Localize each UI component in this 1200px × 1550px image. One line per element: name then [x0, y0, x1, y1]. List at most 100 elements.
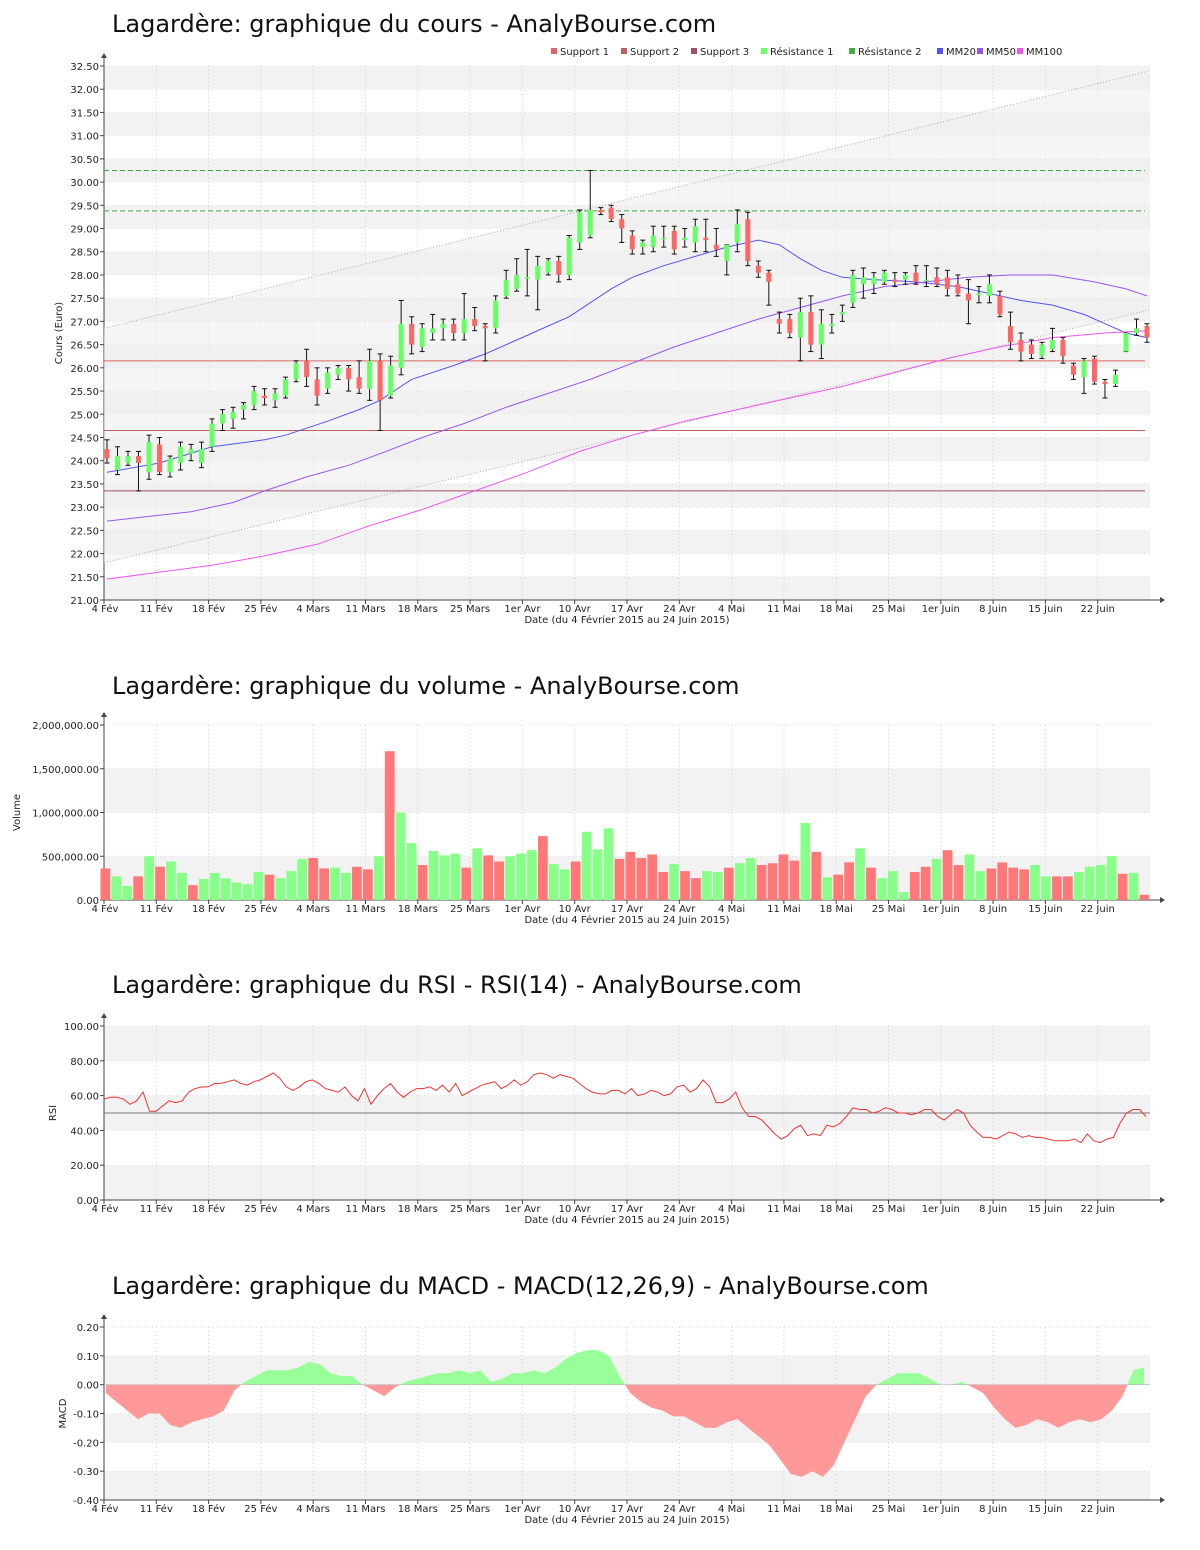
volume-bar [122, 886, 133, 900]
candle-body [514, 274, 520, 289]
volume-bar [373, 856, 384, 900]
volume-xtick-label: 1er Avr [504, 904, 541, 915]
volume-bar [1019, 869, 1029, 900]
macd-xtick-label: 1er Avr [504, 1504, 541, 1515]
price-ytick-label: 25.00 [70, 410, 99, 421]
candle-body [1133, 328, 1139, 333]
volume-xtick-label: 10 Avr [559, 904, 592, 915]
price-ytick-label: 22.50 [70, 526, 99, 537]
candle-body [440, 323, 446, 329]
volume-bar [1106, 856, 1117, 900]
volume-ytick-label: 500,000.00 [42, 852, 99, 863]
candle-body [892, 279, 898, 282]
volume-xtick-label: 15 Juin [1028, 904, 1062, 915]
legend-swatch-8 [1017, 48, 1023, 54]
volume-bar [570, 861, 581, 900]
volume-ytick-label: 1,000,000.00 [32, 809, 99, 820]
candle-body [461, 319, 467, 333]
volume-bar [942, 850, 953, 900]
legend-label-3: Support 3 [700, 47, 749, 58]
macd-xtick-label: 18 Mars [398, 1504, 438, 1515]
macd-xtick-label: 4 Mars [296, 1504, 330, 1515]
price-xtick-label: 18 Mai [819, 604, 852, 615]
candle-body [650, 235, 656, 248]
price-xtick-label: 24 Avr [663, 604, 696, 615]
candle-body [1060, 339, 1066, 357]
volume-xtick-label: 8 Juin [979, 904, 1007, 915]
candle-body [419, 328, 425, 347]
price-ytick-label: 27.50 [70, 294, 99, 305]
candle-body [986, 284, 992, 296]
rsi-xtick-label: 22 Juin [1081, 1204, 1115, 1215]
macd-xtick-label: 17 Avr [611, 1504, 644, 1515]
candle-body [1018, 339, 1024, 352]
price-ytick-label: 32.00 [70, 85, 99, 96]
price-xtick-label: 17 Avr [611, 604, 644, 615]
candle-body [146, 442, 152, 473]
volume-bar [395, 812, 406, 900]
volume-bar [855, 848, 865, 900]
volume-bar [439, 855, 450, 900]
volume-xtick-label: 1er Juin [922, 904, 960, 915]
candle-body [220, 414, 226, 424]
candle-body [524, 277, 530, 279]
candle-body [545, 261, 551, 273]
macd-negative-area [625, 1384, 877, 1477]
rsi-xtick-label: 25 Mai [872, 1204, 905, 1215]
candle-body [377, 360, 383, 401]
price-xtick-label: 25 Mai [872, 604, 905, 615]
price-band [104, 530, 1150, 554]
price-xtick-label: 25 Fév [244, 603, 277, 615]
price-ytick-label: 30.00 [70, 178, 99, 189]
volume-bar [713, 872, 723, 900]
legend-swatch-4 [761, 48, 767, 54]
legend-label-7: MM50 [986, 47, 1016, 58]
candle-body [493, 300, 499, 329]
legend-label-2: Support 2 [630, 47, 679, 58]
macd-chart-title: Lagardère: graphique du MACD - MACD(12,2… [112, 1272, 929, 1300]
volume-bar [231, 882, 242, 900]
price-x-axis-label: Date (du 4 Février 2015 au 24 Juin 2015) [524, 614, 729, 626]
volume-bar [188, 885, 198, 900]
volume-bar [581, 831, 592, 900]
candle-body [1091, 358, 1097, 382]
volume-bar [516, 853, 526, 900]
volume-y-axis-label: Volume [12, 794, 23, 831]
volume-ytick-label: 1,500,000.00 [32, 765, 99, 776]
price-xtick-label: 4 Mai [718, 604, 745, 615]
volume-x-axis-arrow [1160, 897, 1165, 903]
legend-swatch-2 [621, 48, 627, 54]
candle-body [556, 261, 562, 275]
price-xtick-label: 18 Mars [398, 604, 438, 615]
volume-xtick-label: 18 Fév [192, 903, 225, 915]
candle-body [125, 456, 131, 464]
candle-body [199, 449, 205, 464]
candle-body [388, 365, 394, 396]
volume-bar [209, 872, 220, 900]
volume-bar [1128, 872, 1139, 900]
candle-body [860, 277, 866, 285]
price-trend-channel [104, 70, 1150, 563]
candle-body [913, 272, 919, 282]
candle-body [776, 319, 782, 324]
rsi-x-axis-label: Date (du 4 Février 2015 au 24 Juin 2015) [524, 1214, 729, 1226]
candle-body [356, 377, 362, 389]
volume-xtick-label: 11 Mars [346, 904, 386, 915]
candle-body [661, 237, 667, 240]
price-ytick-label: 22.00 [70, 550, 99, 561]
price-y-axis-arrow [101, 53, 107, 58]
rsi-xtick-label: 17 Avr [611, 1204, 644, 1215]
volume-bar [702, 871, 712, 900]
candle-body [797, 312, 803, 338]
volume-bar [548, 864, 559, 900]
candle-body [629, 235, 635, 250]
legend-label-8: MM100 [1026, 47, 1062, 58]
volume-bar [920, 866, 931, 900]
macd-negative-area [106, 1384, 242, 1428]
rsi-xtick-label: 8 Juin [979, 1204, 1007, 1215]
volume-bar [833, 874, 844, 900]
rsi-y-axis-label: RSI [48, 1105, 59, 1121]
candle-body [766, 272, 772, 282]
candle-body [682, 237, 688, 241]
